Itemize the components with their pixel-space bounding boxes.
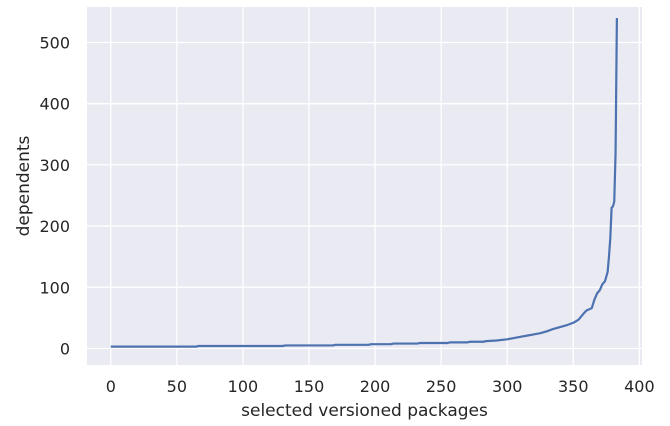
x-tick-label-100: 100 — [228, 377, 259, 396]
series-layer — [110, 18, 618, 348]
y-tick-label-500: 500 — [39, 33, 70, 52]
x-tick-label-250: 250 — [426, 377, 457, 396]
plot-background — [87, 7, 642, 365]
y-axis-label: dependents — [14, 135, 34, 236]
x-tick-label-350: 350 — [558, 377, 589, 396]
x-tick-label-400: 400 — [624, 377, 655, 396]
y-tick-label-200: 200 — [39, 217, 70, 236]
x-tick-label-150: 150 — [294, 377, 325, 396]
y-tick-label-400: 400 — [39, 95, 70, 114]
x-tick-label-50: 50 — [167, 377, 187, 396]
x-tick-label-200: 200 — [360, 377, 391, 396]
x-tick-label-300: 300 — [492, 377, 523, 396]
y-tick-label-100: 100 — [39, 278, 70, 297]
tick-labels: 0 50 100 150 200 250 300 350 400 0 100 200 300 400 500 — [39, 33, 654, 396]
series-line-0 — [110, 18, 618, 348]
x-tick-label-0: 0 — [106, 377, 116, 396]
x-axis-label: selected versioned packages — [241, 401, 488, 421]
y-tick-label-0: 0 — [60, 339, 70, 358]
y-tick-label-300: 300 — [39, 156, 70, 175]
grid — [87, 7, 642, 365]
